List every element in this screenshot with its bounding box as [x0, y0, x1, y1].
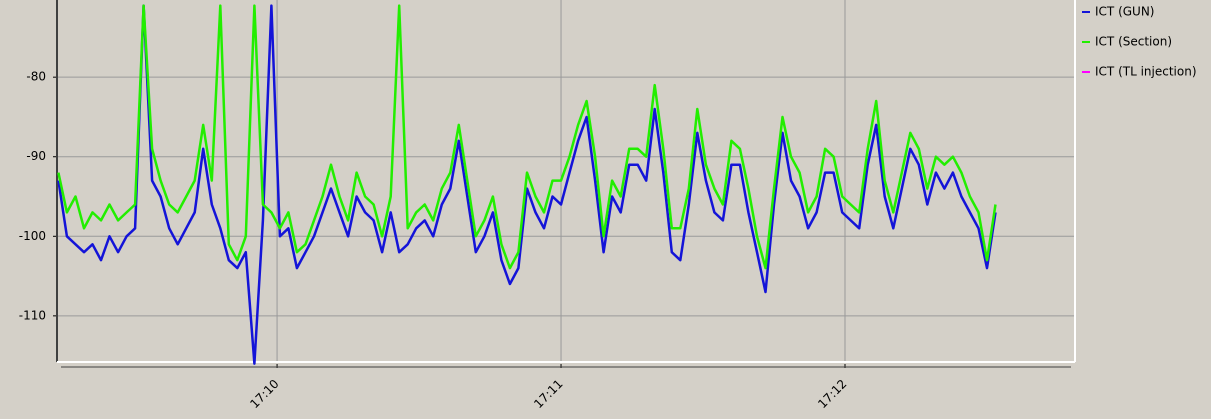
legend-label: ICT (GUN)	[1095, 5, 1154, 19]
series-line	[57, 4, 997, 270]
series-line	[57, 4, 997, 365]
y-tick-label: -110	[19, 308, 46, 322]
legend-label: ICT (TL injection)	[1095, 65, 1197, 79]
legend-label: ICT (Section)	[1095, 35, 1172, 49]
y-tick-label: -80	[26, 70, 46, 84]
y-tick-label: -100	[19, 229, 46, 243]
y-tick-label: -90	[26, 149, 46, 163]
